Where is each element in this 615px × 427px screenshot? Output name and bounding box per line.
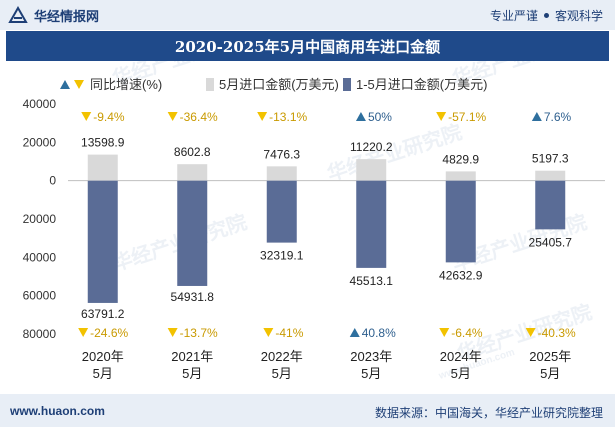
x-tick-label-month: 5月 <box>182 366 202 381</box>
y-axis: 40000 20000 0 20000 40000 60000 80000 <box>23 97 605 341</box>
bar-may <box>445 171 476 181</box>
footer-website: www.huaon.com <box>10 404 105 418</box>
title-bar: 2020-2025年5月中国商用车进口金额 <box>6 31 609 61</box>
growth-label-may: 50% <box>368 110 392 124</box>
x-tick-label-year: 2023年 <box>350 349 392 364</box>
bar-may <box>535 170 566 181</box>
x-tick-label-year: 2021年 <box>171 349 213 364</box>
legend-up-triangle-icon <box>60 80 70 89</box>
down-triangle-icon <box>81 112 92 121</box>
down-triangle-icon <box>78 328 89 337</box>
legend-swatch-ytd <box>343 78 351 91</box>
x-tick-label-month: 5月 <box>361 366 381 381</box>
down-triangle-icon <box>436 112 447 121</box>
x-tick-label-year: 2025年 <box>529 349 571 364</box>
x-tick-label-year: 2022年 <box>261 349 303 364</box>
down-triangle-icon <box>263 328 274 337</box>
y-tick-label: 20000 <box>23 212 57 226</box>
y-tick-label: 80000 <box>23 327 57 341</box>
value-label-may: 8602.8 <box>174 145 211 159</box>
legend: 同比增速(%) 5月进口金额(万美元) 1-5月进口金额(万美元) <box>60 77 487 92</box>
bar-ytd <box>535 180 566 230</box>
footer-source: 数据来源：中国海关，华经产业研究院整理 <box>374 406 603 420</box>
growth-label-ytd: -40.3% <box>538 326 576 340</box>
growth-label-ytd: -24.6% <box>90 326 128 340</box>
growth-label-ytd: -41% <box>275 326 303 340</box>
bar-ytd <box>177 180 208 286</box>
bar-may <box>356 159 387 181</box>
bar-ytd <box>87 180 118 303</box>
y-tick-label: 40000 <box>23 97 57 111</box>
bar-may <box>87 154 118 181</box>
value-label-may: 4829.9 <box>442 152 479 166</box>
x-axis: 2020年 5月 2021年 5月 2022年 5月 2023年 5月 2024年 5月 2025年… <box>82 349 571 381</box>
brand: 华经情报网 <box>8 5 99 25</box>
legend-label-ytd: 1-5月进口金额(万美元) <box>356 77 487 92</box>
footer: www.huaon.com 数据来源：中国海关，华经产业研究院整理 <box>0 394 615 427</box>
brand-name: 华经情报网 <box>34 8 100 24</box>
top-bar: 华经情报网 专业严谨 客观科学 <box>0 0 615 30</box>
value-label-ytd: 63791.2 <box>81 307 125 321</box>
down-triangle-icon <box>167 112 178 121</box>
bar-ytd <box>356 180 387 268</box>
up-triangle-icon <box>531 112 542 121</box>
x-tick-label-year: 2024年 <box>440 349 482 364</box>
value-label-may: 13598.9 <box>81 136 125 150</box>
down-triangle-icon <box>257 112 268 121</box>
down-triangle-icon <box>167 328 178 337</box>
y-tick-label: 20000 <box>23 135 57 149</box>
bars <box>87 154 566 303</box>
legend-swatch-may <box>206 78 214 91</box>
value-label-may: 5197.3 <box>532 152 569 166</box>
growth-label-ytd: -6.4% <box>451 326 483 340</box>
x-tick-label-year: 2020年 <box>82 349 124 364</box>
bar-ytd <box>266 180 297 243</box>
chart: 华经产业研究院华经产业研究院华经产业研究院华经产业研究院华经产业研究院华经产业研… <box>23 61 605 382</box>
legend-label-growth: 同比增速(%) <box>90 77 162 92</box>
down-triangle-icon <box>525 328 536 337</box>
legend-label-may: 5月进口金额(万美元) <box>219 77 339 92</box>
growth-label-may: 7.6% <box>544 110 572 124</box>
value-label-ytd: 32319.1 <box>260 249 304 263</box>
chart-title: 2020-2025年5月中国商用车进口金额 <box>174 37 441 56</box>
separator-dot-icon <box>543 13 549 18</box>
y-tick-label: 60000 <box>23 289 57 303</box>
bar-may <box>177 164 208 181</box>
bar-ytd <box>445 180 476 263</box>
y-tick-label: 0 <box>49 174 56 188</box>
growth-label-may: -9.4% <box>93 110 125 124</box>
value-label-ytd: 25405.7 <box>529 235 573 249</box>
x-tick-label-month: 5月 <box>93 366 113 381</box>
value-label-may: 11220.2 <box>350 140 393 154</box>
value-label-ytd: 45513.1 <box>350 274 394 288</box>
data-labels: 13598.9 63791.2 -9.4% -24.6% 8602.8 54931.8 -3… <box>78 110 576 340</box>
growth-label-may: -57.1% <box>448 110 486 124</box>
brand-logo-icon <box>8 6 28 23</box>
y-tick-label: 40000 <box>23 250 57 264</box>
tagline-2: 客观科学 <box>554 9 603 23</box>
x-tick-label-month: 5月 <box>540 366 560 381</box>
value-label-ytd: 42632.9 <box>439 268 483 282</box>
value-label-ytd: 54931.8 <box>171 290 215 304</box>
up-triangle-icon <box>349 328 360 337</box>
x-tick-label-month: 5月 <box>451 366 471 381</box>
growth-label-ytd: 40.8% <box>362 326 396 340</box>
legend-down-triangle-icon <box>74 80 84 89</box>
tagline: 专业严谨 客观科学 <box>490 7 603 24</box>
up-triangle-icon <box>355 112 366 121</box>
x-tick-label-month: 5月 <box>272 366 292 381</box>
bar-may <box>266 166 297 181</box>
growth-label-may: -36.4% <box>180 110 218 124</box>
tagline-1: 专业严谨 <box>489 9 538 23</box>
growth-label-may: -13.1% <box>269 110 307 124</box>
down-triangle-icon <box>439 328 450 337</box>
growth-label-ytd: -13.7% <box>180 326 218 340</box>
value-label-may: 7476.3 <box>263 147 300 161</box>
